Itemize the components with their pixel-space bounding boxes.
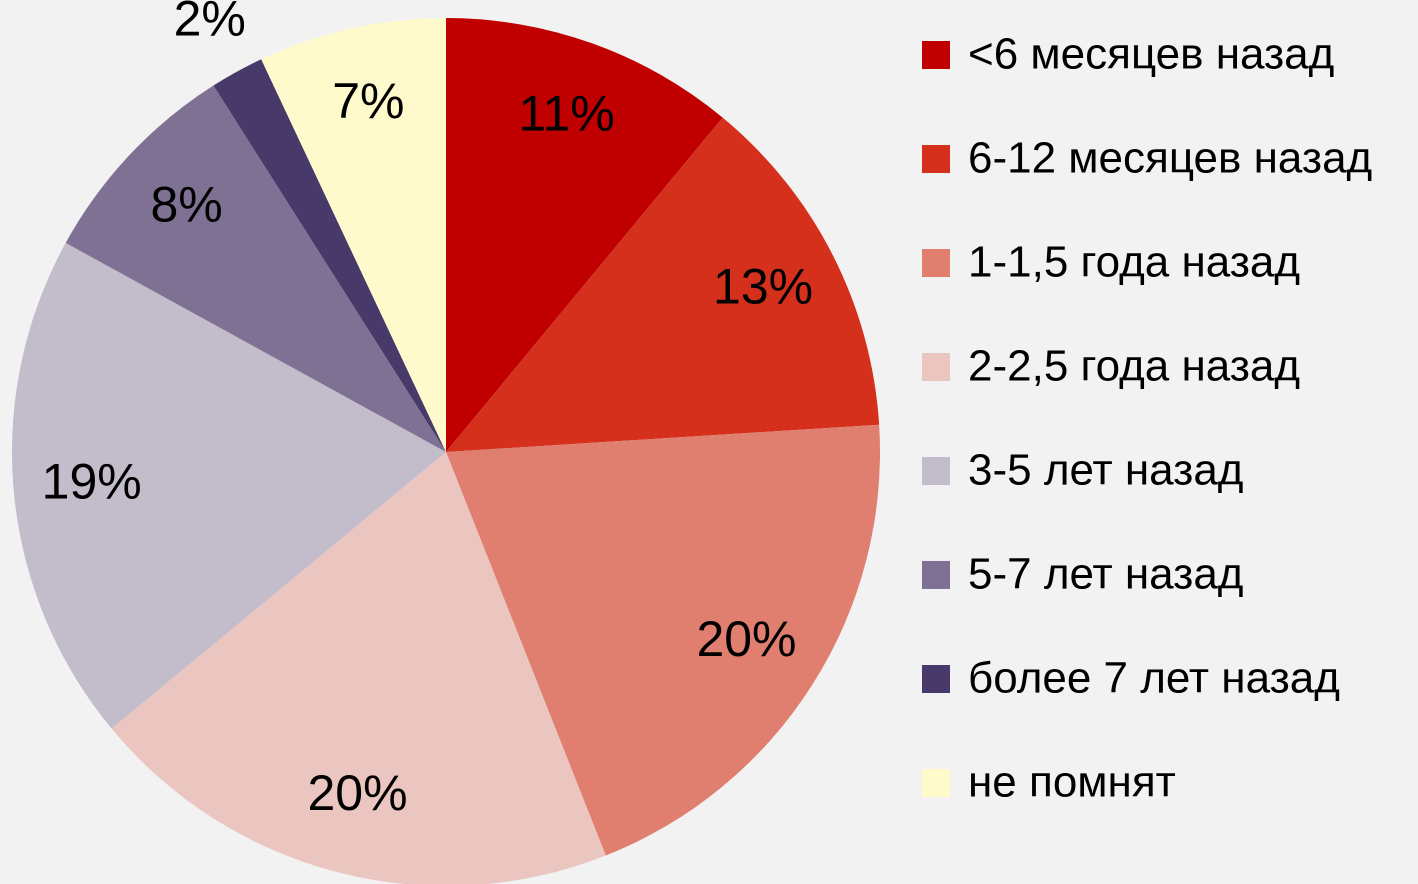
- data-label: 13%: [713, 259, 813, 315]
- legend-swatch: [922, 249, 950, 277]
- legend-swatch: [922, 145, 950, 173]
- legend-label: не помнят: [968, 758, 1176, 807]
- pie-slice: [446, 117, 880, 452]
- data-label: 11%: [518, 85, 614, 141]
- data-label: 8%: [150, 177, 222, 233]
- data-label: 2%: [174, 0, 246, 46]
- legend-swatch: [922, 353, 950, 381]
- legend-label: <6 месяцев назад: [968, 30, 1334, 79]
- pie-slice: [65, 85, 447, 453]
- legend-swatch: [922, 41, 950, 69]
- data-label: 20%: [696, 611, 796, 667]
- legend-swatch: [922, 769, 950, 797]
- legend-label: более 7 лет назад: [968, 654, 1340, 703]
- legend-swatch: [922, 457, 950, 485]
- data-label: 20%: [307, 765, 407, 821]
- data-label: 7%: [332, 73, 404, 129]
- legend-swatch: [922, 561, 950, 589]
- legend-label: 1-1,5 года назад: [968, 238, 1300, 287]
- legend-label: 3-5 лет назад: [968, 446, 1243, 495]
- legend-label: 6-12 месяцев назад: [968, 134, 1372, 183]
- pie-slice: [446, 424, 880, 856]
- data-label: 19%: [42, 454, 142, 510]
- pie-slice: [12, 242, 447, 729]
- pie-slice: [446, 18, 723, 452]
- legend-swatch: [922, 665, 950, 693]
- legend-label: 2-2,5 года назад: [968, 342, 1300, 391]
- pie-slice: [261, 18, 446, 452]
- pie-slice: [213, 59, 446, 453]
- legend-label: 5-7 лет назад: [968, 550, 1243, 599]
- pie-slice: [111, 452, 606, 884]
